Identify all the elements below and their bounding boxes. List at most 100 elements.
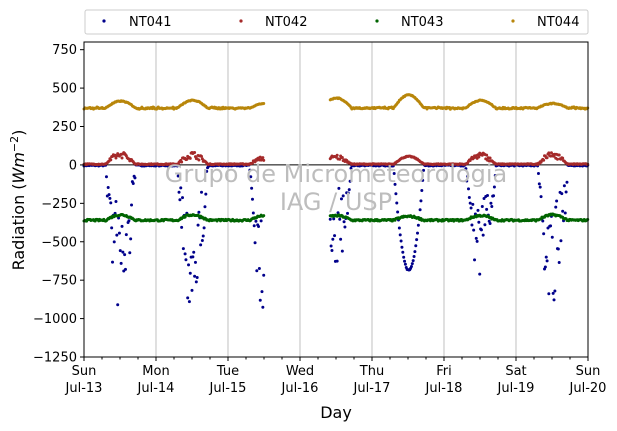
point-nt041	[403, 262, 407, 266]
point-nt042	[547, 151, 551, 155]
point-nt041	[120, 224, 124, 228]
point-nt041	[410, 262, 414, 266]
point-nt041	[342, 220, 346, 224]
point-nt041	[565, 180, 569, 184]
point-nt041	[492, 194, 496, 198]
point-nt041	[186, 296, 190, 300]
point-nt041	[482, 196, 486, 200]
point-nt041	[258, 298, 262, 302]
point-nt041	[485, 193, 489, 197]
point-nt041	[340, 249, 344, 253]
point-nt041	[193, 260, 197, 264]
point-nt041	[205, 169, 209, 173]
point-nt041	[197, 210, 201, 214]
y-tick-label: −1250	[33, 351, 77, 366]
point-nt041	[409, 265, 413, 269]
legend: NT041 NT042 NT043 NT044	[84, 9, 589, 35]
point-nt041	[416, 231, 419, 235]
point-nt041	[118, 249, 122, 253]
x-tick-label-day: Sun	[576, 364, 601, 379]
point-nt041	[104, 175, 108, 179]
legend-marker-nt044	[511, 19, 515, 23]
point-nt041	[133, 176, 137, 180]
point-nt041	[469, 206, 473, 210]
point-nt041	[467, 195, 471, 199]
point-nt041	[537, 182, 541, 186]
point-nt041	[481, 233, 485, 237]
point-nt042	[545, 156, 549, 160]
point-nt041	[200, 190, 203, 194]
point-nt041	[187, 300, 191, 304]
point-nt041	[544, 255, 548, 259]
x-tick-label-date: Jul-17	[353, 381, 391, 396]
point-nt041	[556, 247, 560, 251]
point-nt042	[555, 157, 559, 161]
point-nt041	[330, 248, 334, 252]
point-nt041	[188, 271, 192, 275]
point-nt041	[490, 205, 494, 209]
x-tick-label-day: Sun	[72, 364, 97, 379]
point-nt041	[412, 255, 416, 259]
point-nt041	[475, 239, 479, 243]
point-nt041	[123, 267, 127, 271]
point-nt041	[196, 223, 200, 227]
point-nt042	[340, 156, 344, 160]
point-nt041	[474, 236, 478, 240]
point-nt041	[348, 179, 352, 183]
point-nt041	[257, 224, 261, 228]
point-nt041	[559, 239, 563, 243]
point-nt041	[183, 252, 187, 256]
point-nt041	[184, 258, 188, 262]
point-nt041	[560, 192, 564, 196]
y-tick-label: −750	[41, 274, 77, 289]
point-nt041	[195, 276, 199, 280]
y-tick-label: −1000	[33, 312, 77, 327]
point-nt041	[349, 166, 353, 170]
point-nt041	[119, 261, 123, 265]
point-nt041	[111, 260, 115, 264]
point-nt041	[181, 196, 184, 200]
x-tick-label-day: Sat	[505, 364, 526, 379]
point-nt041	[485, 207, 489, 211]
point-nt041	[478, 272, 482, 276]
point-nt041	[199, 243, 203, 247]
point-nt041	[181, 247, 185, 251]
point-nt041	[131, 182, 135, 186]
point-nt041	[130, 203, 134, 207]
point-nt041	[554, 205, 558, 209]
point-nt041	[200, 238, 204, 242]
point-nt041	[394, 192, 398, 196]
point-nt042	[193, 150, 197, 154]
point-nt041	[254, 219, 258, 223]
point-nt041	[396, 210, 400, 214]
point-nt041	[114, 200, 118, 204]
point-nt041	[466, 175, 470, 179]
x-tick-label-date: Jul-13	[65, 381, 103, 396]
x-tick-label-date: Jul-16	[281, 381, 319, 396]
point-nt041	[177, 190, 181, 194]
x-tick-label-date: Jul-20	[569, 381, 607, 396]
point-nt041	[401, 250, 405, 254]
point-nt042	[262, 158, 266, 162]
point-nt041	[547, 292, 551, 296]
y-tick-label: 0	[69, 158, 77, 173]
point-nt041	[555, 199, 559, 203]
point-nt041	[252, 224, 256, 228]
point-nt041	[121, 250, 125, 254]
point-nt041	[192, 250, 196, 254]
point-nt042	[180, 160, 184, 164]
point-nt041	[255, 269, 259, 273]
point-nt041	[190, 288, 194, 292]
x-axis: Sun Jul-13 Mon Jul-14 Tue Jul-15 Wed Jul-16 Thu J…	[65, 357, 607, 396]
point-nt042	[109, 158, 113, 162]
point-nt042	[477, 155, 481, 159]
point-nt041	[545, 259, 549, 263]
point-nt041	[479, 228, 483, 232]
point-nt041	[492, 185, 496, 189]
point-nt041	[536, 171, 540, 175]
point-nt041	[127, 219, 131, 223]
point-nt041	[411, 259, 415, 263]
data-points	[82, 93, 590, 309]
point-nt042	[120, 156, 124, 160]
point-nt041	[418, 208, 422, 212]
